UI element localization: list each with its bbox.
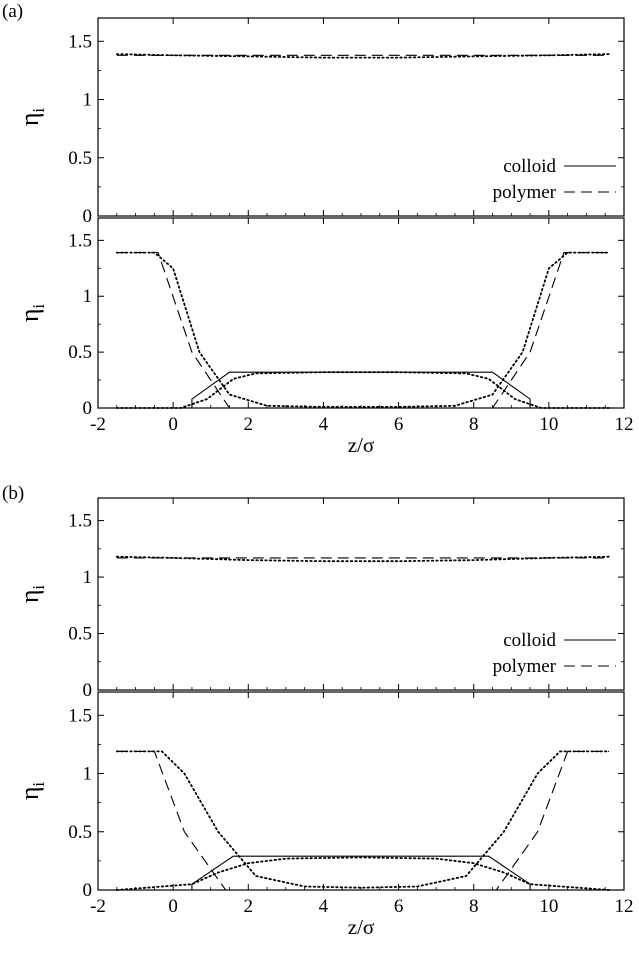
x-tick-label: 10 <box>539 896 558 917</box>
x-tick-label: 2 <box>244 896 254 917</box>
series-simulation-colloid <box>115 371 610 409</box>
legend-label-colloid: colloid <box>503 630 556 651</box>
x-tick-label: 4 <box>319 414 329 435</box>
plot-frame <box>97 691 625 891</box>
y-tick-label: 1 <box>83 286 93 307</box>
y-tick-label: 1.5 <box>68 230 92 251</box>
x-tick-label: 8 <box>469 414 479 435</box>
y-tick-label: 0 <box>83 880 93 901</box>
series-simulation-polymer <box>115 251 610 408</box>
y-axis-label: ηi <box>15 782 48 801</box>
panel-label-a: (a) <box>2 1 24 22</box>
x-tick-label: -2 <box>90 414 106 435</box>
y-tick-label: 1 <box>83 764 93 785</box>
chart-b-top: 0 0.5 1 1.5 ηi colloid polymer <box>15 497 625 701</box>
series-simulation <box>115 53 610 59</box>
y-tick-label: 0.5 <box>68 624 92 645</box>
legend-label-polymer: polymer <box>493 182 557 203</box>
x-axis-label: z/σ <box>348 915 374 939</box>
y-axis-label: ηi <box>15 304 48 323</box>
y-axis-label: ηi <box>15 585 48 604</box>
x-tick-label: 8 <box>469 896 479 917</box>
x-tick-label: 6 <box>394 896 404 917</box>
y-tick-label: 1.5 <box>68 511 92 532</box>
x-axis-label: z/σ <box>348 433 374 457</box>
y-tick-label: 0.5 <box>68 822 92 843</box>
x-tick-label: 12 <box>615 896 634 917</box>
y-tick-label: 0 <box>83 398 93 419</box>
legend-label-polymer: polymer <box>493 656 557 677</box>
x-tick-label: 0 <box>168 414 178 435</box>
series-simulation <box>115 555 610 563</box>
x-tick-label: -2 <box>90 896 106 917</box>
x-tick-label: 6 <box>394 414 404 435</box>
y-tick-label: 1.5 <box>68 705 92 726</box>
y-tick-label: 0.5 <box>68 148 92 169</box>
x-tick-label: 12 <box>615 414 634 435</box>
y-tick-label: 0 <box>83 680 93 701</box>
y-tick-label: 1.5 <box>68 31 92 52</box>
y-tick-label: 1 <box>83 90 93 111</box>
x-tick-label: 4 <box>319 896 329 917</box>
y-tick-label: 1 <box>83 567 93 588</box>
plot-frame <box>97 217 625 409</box>
chart-a-top: 0 0.5 1 1.5 ηi colloid polymer <box>15 17 625 227</box>
legend-label-colloid: colloid <box>503 156 556 177</box>
panel-label-b: (b) <box>2 483 25 504</box>
y-tick-label: 0.5 <box>68 342 92 363</box>
y-tick-label: 0 <box>83 206 93 227</box>
y-axis-label: ηi <box>15 108 48 127</box>
x-tick-label: 0 <box>168 896 178 917</box>
series-polymer <box>116 252 609 409</box>
series-colloid <box>116 371 609 409</box>
series-simulation-polymer <box>115 750 610 889</box>
series-simulation-colloid <box>115 856 610 891</box>
series-polymer <box>116 750 609 891</box>
x-tick-label: 2 <box>244 414 254 435</box>
x-tick-label: 10 <box>539 414 558 435</box>
series-colloid <box>116 855 609 891</box>
